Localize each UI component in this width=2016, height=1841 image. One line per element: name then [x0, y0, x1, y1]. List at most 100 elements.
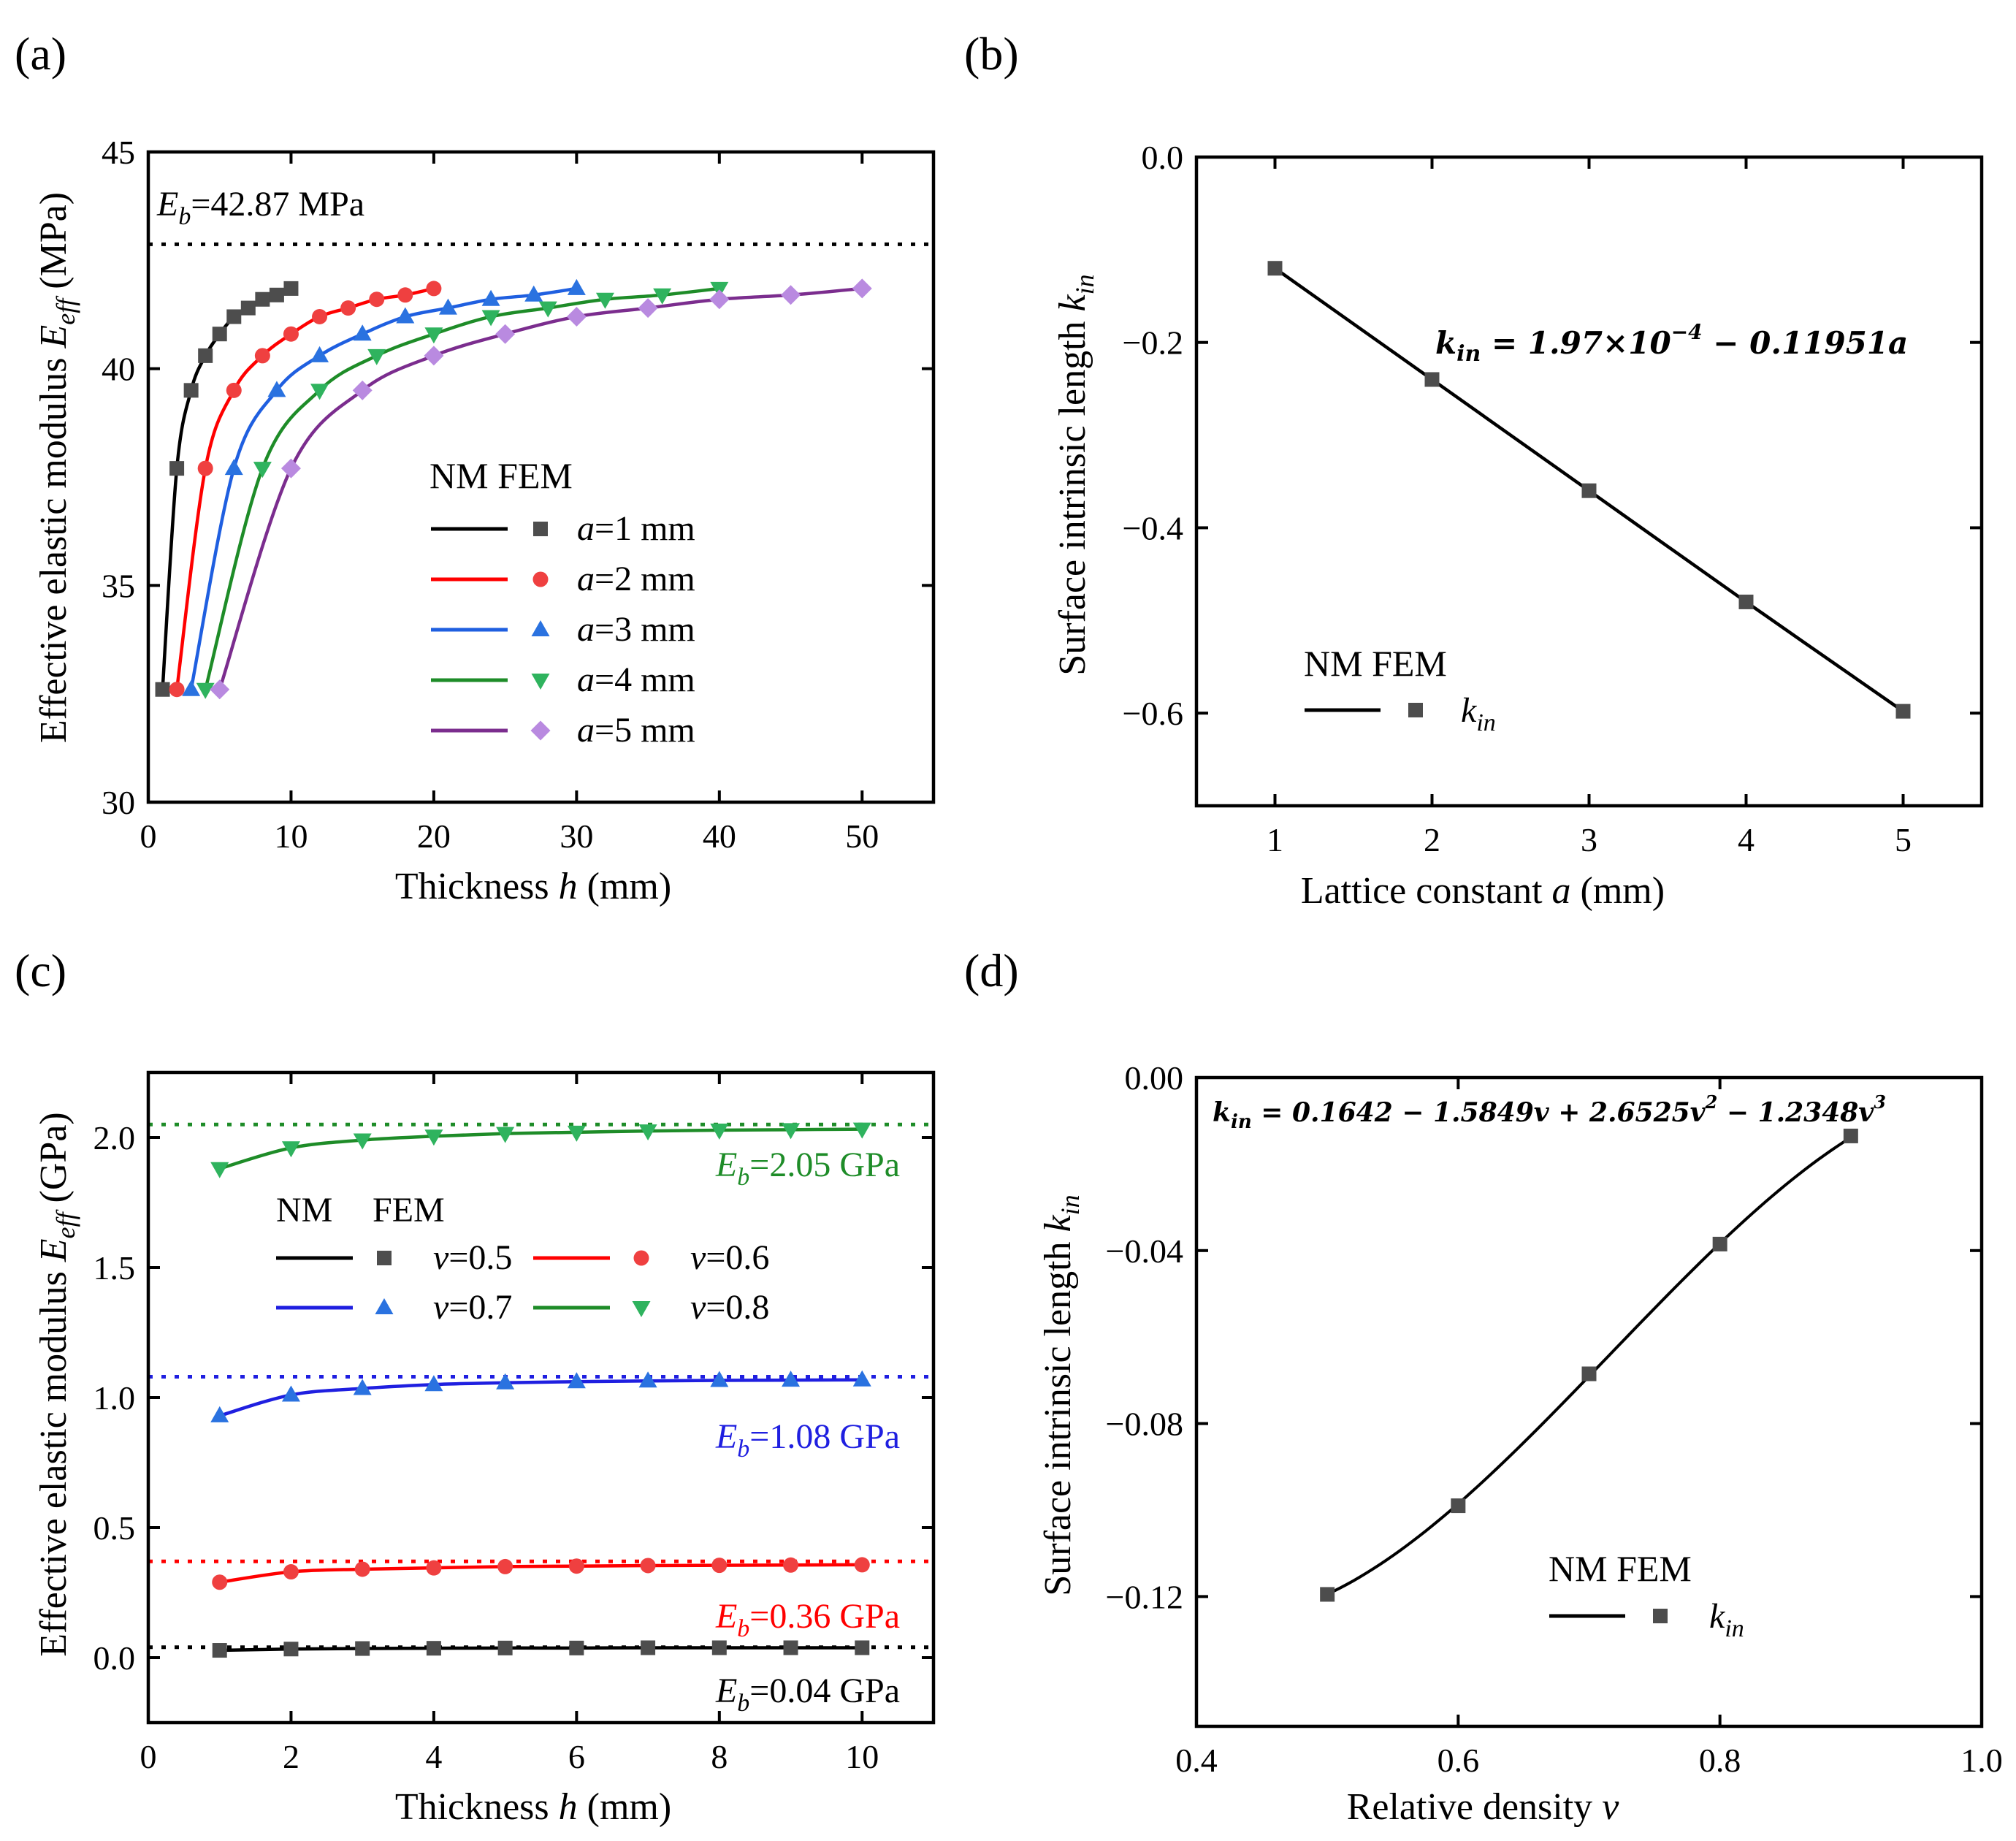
- panel-label-c: (c): [15, 945, 66, 996]
- data-point-c-3-0: [210, 1162, 229, 1178]
- y-tick-label-c-4: 2.0: [93, 1119, 136, 1156]
- data-point-a-3-6: [538, 301, 557, 318]
- data-point-b-0-0: [1267, 261, 1283, 276]
- equation-b: kin = 1.97×10−4 − 0.11951a: [1435, 320, 1908, 367]
- data-point-c-0-5: [569, 1640, 584, 1655]
- legend-label-d-0: kin: [1709, 1597, 1744, 1642]
- y-axis-label-a: Effective elastic modulus Eeff (MPa): [33, 192, 80, 743]
- x-tick-label-a-5: 50: [845, 817, 879, 855]
- data-point-a-0-4: [212, 327, 227, 342]
- legend-title-nm-c: NM: [276, 1191, 332, 1230]
- legend-marker-b-0: [1408, 703, 1423, 717]
- data-point-a-4-4: [495, 324, 516, 344]
- panel-c: (c) 0 2 4 6 8 10 0.0 0.5 1.0 1.5 2.0 Thickness h (…: [15, 945, 936, 1828]
- panel-label-b: (b): [964, 28, 1019, 80]
- data-point-c-1-8: [783, 1557, 799, 1573]
- data-point-a-2-9: [567, 278, 586, 295]
- x-tick-label-a-1: 10: [274, 817, 308, 855]
- data-point-a-1-2: [226, 382, 242, 398]
- data-point-a-2-3: [310, 346, 329, 362]
- y-tick-label-b-3: 0.0: [1142, 139, 1184, 176]
- data-point-c-3-4: [496, 1127, 515, 1143]
- y-tick-label-c-1: 0.5: [93, 1509, 136, 1547]
- x-tick-label-b-4: 5: [1895, 821, 1912, 858]
- data-point-c-1-1: [283, 1564, 299, 1580]
- y-tick-label-c-2: 1.0: [93, 1379, 136, 1417]
- data-point-c-2-3: [424, 1375, 443, 1392]
- legend-title-b: NM FEM: [1304, 643, 1447, 684]
- data-point-c-1-5: [568, 1558, 584, 1574]
- x-tick-label-c-3: 6: [568, 1738, 585, 1775]
- legend-label-b-0: kin: [1461, 691, 1496, 736]
- data-point-c-0-0: [212, 1643, 227, 1658]
- series-line-c-2: [219, 1378, 863, 1418]
- y-tick-label-d-0: −0.12: [1106, 1578, 1183, 1615]
- data-point-c-0-8: [783, 1640, 798, 1655]
- data-point-b-0-3: [1738, 594, 1754, 609]
- x-tick-label-c-5: 10: [845, 1738, 879, 1775]
- data-point-a-2-1: [224, 459, 243, 476]
- legend-marker-c-0: [377, 1251, 392, 1265]
- data-point-c-3-7: [710, 1124, 729, 1140]
- ref-labels-c: Eb=2.05 GPa Eb=1.08 GPa Eb=0.36 GPa Eb=0…: [715, 1146, 900, 1717]
- plot-a: 0 10 20 30 40 50 30 35 40 45: [102, 134, 936, 855]
- data-point-a-0-3: [198, 348, 213, 363]
- x-tick-label-b-0: 1: [1267, 821, 1283, 858]
- y-tick-label-d-2: −0.04: [1106, 1232, 1183, 1270]
- data-point-a-1-3: [254, 348, 270, 364]
- y-tick-label-a-1: 35: [102, 567, 135, 604]
- data-point-c-2-6: [638, 1371, 657, 1388]
- data-point-a-0-7: [255, 291, 270, 307]
- data-point-c-0-2: [355, 1641, 370, 1656]
- data-point-a-2-5: [396, 307, 415, 324]
- data-point-a-3-5: [481, 310, 500, 327]
- data-point-b-0-1: [1424, 372, 1440, 387]
- x-axis-label-c: Thickness h (mm): [395, 1786, 671, 1828]
- data-point-d-0-2: [1581, 1366, 1597, 1381]
- legend-label-c-1: v=0.6: [690, 1238, 769, 1277]
- data-point-a-0-9: [283, 281, 299, 296]
- data-point-c-3-2: [353, 1133, 372, 1150]
- data-point-a-3-8: [653, 288, 672, 305]
- data-point-a-2-0: [182, 679, 201, 696]
- y-tick-label-a-3: 45: [102, 134, 135, 171]
- legend-b: kin: [1305, 691, 1496, 736]
- legend-c: v=0.5 v=0.6 v=0.7 v=0.8: [276, 1238, 769, 1327]
- data-point-c-2-0: [210, 1406, 229, 1422]
- legend-marker-d-0: [1653, 1609, 1668, 1623]
- legend-marker-c-3: [632, 1301, 651, 1317]
- y-axis-label-d: Surface intrinsic length kin: [1037, 1194, 1085, 1596]
- data-point-c-2-1: [281, 1385, 300, 1402]
- data-point-d-0-4: [1843, 1128, 1858, 1143]
- ref-label-c-2: Eb=0.36 GPa: [715, 1597, 900, 1642]
- data-point-c-0-1: [283, 1642, 299, 1657]
- data-point-c-2-7: [710, 1371, 729, 1387]
- legend-title-d: NM FEM: [1549, 1548, 1692, 1589]
- legend-marker-a-3: [531, 674, 550, 690]
- data-point-c-1-0: [212, 1574, 228, 1590]
- panel-a: (a) 0 10 20 30 40 50 30 35 40 45 Thickness h (mm)…: [15, 28, 936, 907]
- plot-b: 1 2 3 4 5 −0.6 −0.4 −0.2 0.0: [1123, 139, 1984, 858]
- equation-d: kin = 0.1642 − 1.5849v + 2.6525v2 − 1.23…: [1213, 1091, 1886, 1133]
- legend-marker-a-4: [530, 720, 551, 741]
- series-line-c-1: [219, 1563, 863, 1584]
- data-point-a-2-8: [524, 285, 543, 302]
- data-point-a-4-5: [566, 306, 587, 327]
- data-point-a-0-0: [155, 682, 170, 697]
- data-point-c-0-6: [641, 1640, 656, 1655]
- data-point-a-4-6: [638, 298, 658, 319]
- legend-label-c-0: v=0.5: [433, 1238, 512, 1277]
- data-point-d-0-0: [1320, 1587, 1335, 1602]
- data-point-c-2-9: [852, 1370, 871, 1387]
- data-point-a-4-0: [210, 679, 230, 700]
- ref-label-c-0: Eb=2.05 GPa: [715, 1146, 900, 1191]
- data-point-c-2-8: [782, 1371, 801, 1387]
- panel-label-d: (d): [964, 945, 1019, 996]
- y-axis-label-c: Effective elastic modulus Eeff (GPa): [33, 1112, 80, 1656]
- legend-marker-c-1: [633, 1250, 649, 1266]
- data-point-c-3-8: [782, 1123, 801, 1140]
- x-tick-label-b-3: 4: [1738, 821, 1755, 858]
- data-point-c-3-3: [424, 1129, 443, 1146]
- legend-label-a-1: a=2 mm: [577, 560, 695, 598]
